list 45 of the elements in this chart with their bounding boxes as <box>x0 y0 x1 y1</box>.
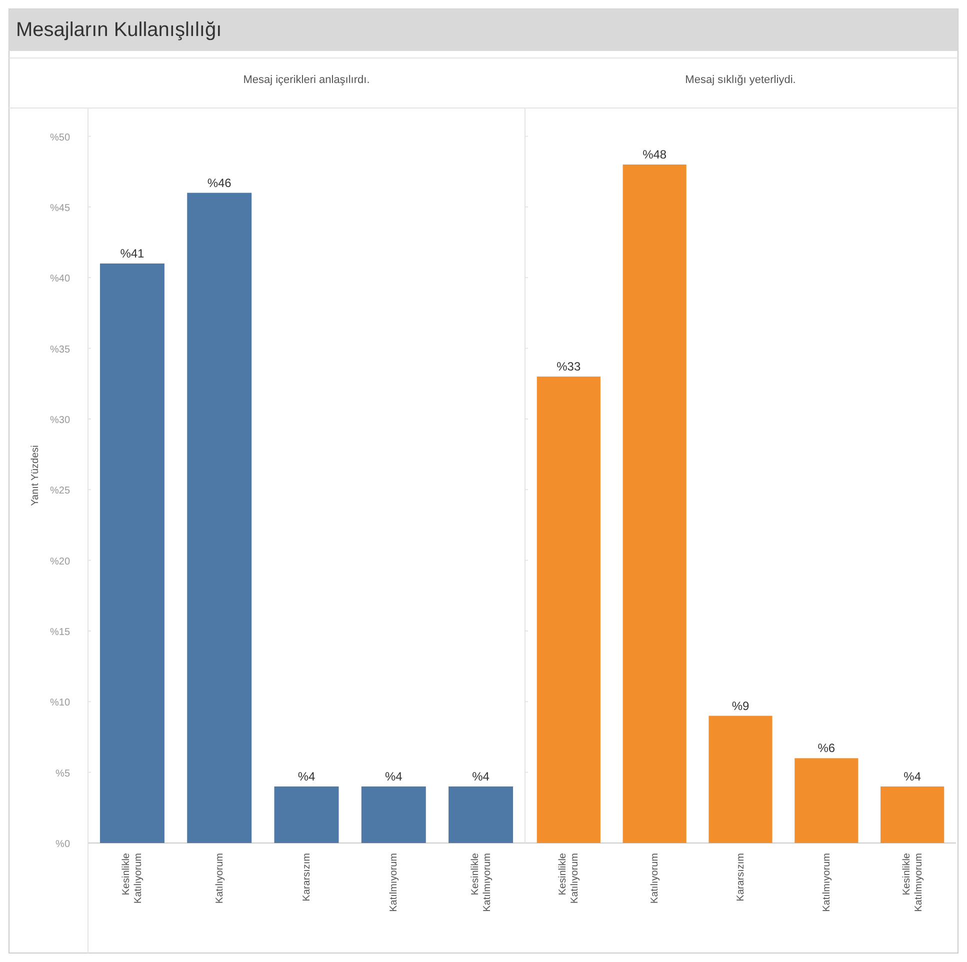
bar <box>187 192 252 843</box>
bar <box>100 263 164 843</box>
y-tick-label: %45 <box>50 202 70 214</box>
bar <box>536 376 600 843</box>
data-label: %4 <box>298 769 316 784</box>
data-label: %4 <box>472 769 490 784</box>
y-tick-label: %30 <box>50 414 70 426</box>
chart-title: Mesaj içerikleri anlaşılırdı. <box>243 74 370 86</box>
x-tick-label: Kararsızım <box>736 853 746 902</box>
data-label: %33 <box>556 360 581 374</box>
y-tick-label: %50 <box>50 132 70 144</box>
data-label: %48 <box>642 148 667 162</box>
x-tick-label: Kesinlikle Katılıyorum <box>121 852 144 904</box>
x-tick-label: Kararsızım <box>302 853 312 902</box>
y-axis-title: Yanıt Yüzdesi <box>30 445 41 506</box>
data-label: %46 <box>207 176 232 190</box>
y-tick-label: %20 <box>50 556 70 568</box>
x-tick-label: Katılmıyorum <box>388 853 400 912</box>
x-tick-label: Katılıyorum <box>214 853 226 904</box>
data-label: %6 <box>818 741 836 756</box>
y-tick-label: %15 <box>50 626 70 638</box>
x-tick-label: Kesinlikle Katılmıyorum <box>901 852 924 912</box>
bar <box>361 786 426 843</box>
text: Mesajların Kullanışlılığı <box>16 19 222 41</box>
x-tick-label: Kesinlikle Katılıyorum <box>558 852 581 904</box>
chart-title: Mesaj sıklığı yeterliydi. <box>685 74 796 86</box>
data-label: %4 <box>904 769 922 784</box>
y-tick-label: %10 <box>50 698 70 709</box>
x-tick-label: Kesinlikle Katılmıyorum <box>470 852 493 912</box>
y-tick-label: %35 <box>50 344 70 356</box>
data-label: %9 <box>732 698 750 713</box>
bar <box>794 758 858 843</box>
y-tick-label: %0 <box>56 839 70 850</box>
bar <box>448 786 514 843</box>
x-tick-label: Katılmıyorum <box>821 853 832 912</box>
bar <box>708 716 772 843</box>
bar <box>880 786 944 843</box>
data-label: %4 <box>384 769 403 784</box>
y-tick-label: %5 <box>56 768 70 780</box>
y-tick-label: %40 <box>50 274 70 285</box>
y-tick-label: %25 <box>50 486 70 497</box>
x-tick-label: Katılıyorum <box>650 853 661 904</box>
data-label: %41 <box>120 246 145 260</box>
bar <box>274 786 339 843</box>
bar <box>622 164 686 843</box>
